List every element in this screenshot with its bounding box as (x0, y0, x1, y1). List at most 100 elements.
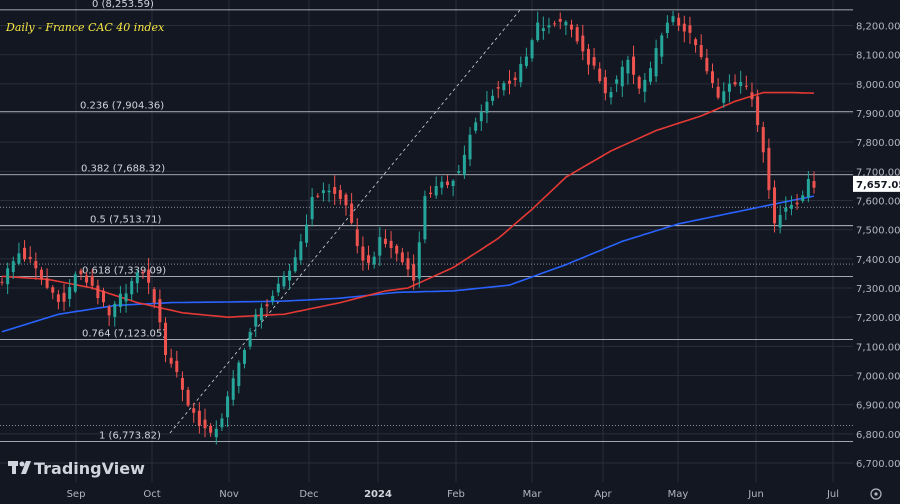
tradingview-logo-text: TradingView (34, 459, 145, 478)
x-tick-label: May (668, 489, 689, 500)
candle-body (784, 207, 788, 212)
candle-body (152, 289, 156, 303)
candle-body (310, 196, 314, 220)
candle-body (570, 24, 574, 30)
candle-body (773, 187, 777, 224)
candle-body (750, 92, 754, 100)
y-tick-label: 7,600.00 (856, 197, 900, 208)
candle-body (795, 202, 799, 205)
trend-line-dashed (169, 9, 521, 434)
y-tick-label: 7,700.00 (856, 167, 900, 178)
candle-body (254, 314, 258, 327)
candle-body (716, 86, 720, 98)
candle-body (214, 428, 218, 438)
candle-body (536, 22, 540, 41)
candle-body (789, 204, 793, 209)
candle-body (175, 360, 179, 373)
candle-body (502, 83, 506, 91)
x-tick-label: 2024 (364, 489, 392, 500)
candle-body (637, 76, 641, 89)
x-tick-label: Apr (594, 489, 612, 500)
last-price-tag (853, 175, 900, 192)
candle-body (643, 79, 647, 92)
candle-body (350, 203, 354, 223)
candle-body (761, 127, 765, 153)
candle-body (767, 147, 771, 191)
candle-body (615, 79, 619, 84)
fib-level-label: 0.618 (7,339.09) (82, 266, 166, 277)
candle-body (508, 80, 511, 84)
candle-body (406, 258, 410, 270)
candle-body (474, 122, 478, 131)
candle-body (321, 190, 325, 194)
candle-body (682, 23, 686, 32)
candle-body (124, 293, 128, 302)
candle-body (451, 180, 455, 186)
x-tick-label: Feb (447, 489, 465, 500)
candle-body (271, 295, 275, 301)
fib-level-label: 0.382 (7,688.32) (81, 164, 165, 175)
candle-body (39, 269, 43, 280)
y-tick-label: 7,000.00 (856, 372, 900, 383)
candle-body (282, 275, 286, 287)
candle-body (575, 27, 579, 42)
candle-body (445, 181, 449, 186)
candle-body (722, 91, 726, 103)
candle-body (276, 283, 280, 293)
y-tick-label: 7,100.00 (856, 342, 900, 353)
candle-body (423, 196, 427, 240)
candle-body (400, 252, 404, 263)
candle-body (135, 272, 139, 284)
candle-body (28, 256, 32, 259)
candle-body (564, 21, 568, 26)
candle-body (62, 292, 66, 302)
candle-body (203, 419, 207, 429)
fib-level-label: 0.5 (7,513.71) (90, 215, 162, 226)
candle-body (259, 307, 263, 321)
y-tick-label: 7,900.00 (856, 109, 900, 120)
candle-body (739, 81, 743, 87)
candle-body (102, 290, 105, 303)
candle-body (231, 378, 235, 400)
candle-body (56, 294, 60, 302)
candle-body (51, 287, 55, 293)
trend-lines (169, 9, 521, 434)
candle-body (671, 16, 675, 23)
candle-body (519, 63, 523, 83)
candle-body (305, 224, 308, 243)
fib-level-label: 1 (6,773.82) (99, 430, 161, 441)
candle-body (457, 171, 461, 173)
candle-body (164, 322, 168, 355)
y-tick-label: 7,300.00 (856, 284, 900, 295)
candle-body (242, 350, 246, 364)
candle-body (197, 410, 201, 426)
candle-body (395, 245, 399, 254)
candle-body (169, 357, 173, 364)
candle-body (383, 238, 387, 244)
candle-body (756, 96, 760, 126)
candle-body (553, 23, 557, 25)
candle-body (801, 195, 805, 202)
candle-body (0, 281, 4, 283)
y-tick-label: 6,800.00 (856, 430, 900, 441)
candle-body (180, 377, 184, 390)
candle-body (68, 287, 72, 299)
moving-average-50-line (1, 91, 815, 319)
candle-body (361, 246, 365, 261)
candle-body (389, 240, 393, 249)
x-tick-label: Dec (299, 489, 318, 500)
candle-body (237, 362, 241, 387)
candle-body (158, 299, 162, 323)
x-tick-label: Sep (67, 489, 86, 500)
settings-gear-icon[interactable] (870, 488, 882, 500)
candle-body (141, 271, 145, 273)
candle-body (79, 270, 83, 275)
last-price-label: 7,657.05 (856, 180, 900, 191)
fib-level-label: 0 (8,253.59) (92, 0, 154, 10)
candle-body (429, 192, 433, 195)
candle-body (226, 396, 230, 418)
y-axis: 6,700.00 6,800.00 6,900.00 7,000.00 7,100.00… (853, 22, 900, 470)
candle-body (496, 87, 500, 89)
candle-body (192, 408, 196, 413)
